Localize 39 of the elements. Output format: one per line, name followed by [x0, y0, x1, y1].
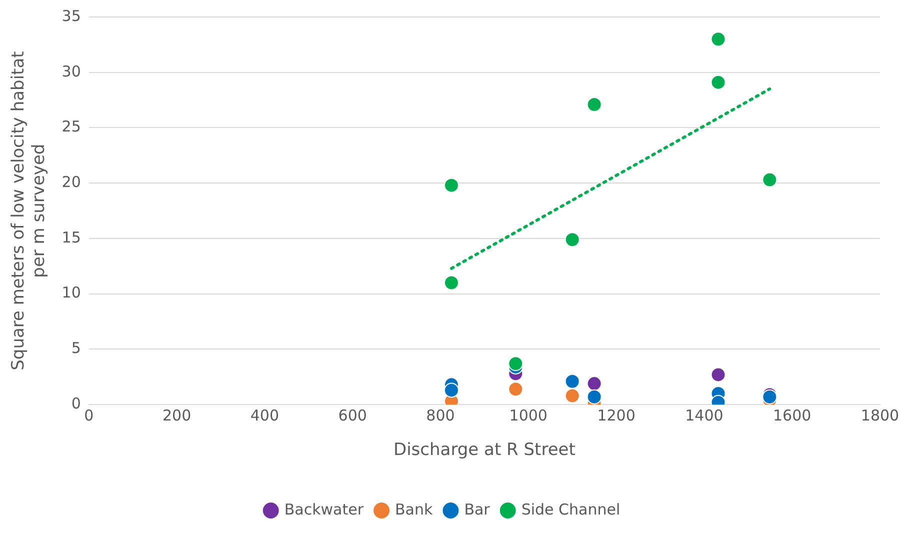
legend-label: Bank	[395, 500, 434, 518]
x-tick-label: 800	[426, 406, 455, 424]
point	[586, 96, 602, 112]
y-tick-label: 20	[62, 173, 81, 192]
point	[586, 376, 602, 392]
x-tick-label: 200	[162, 406, 192, 424]
point	[508, 356, 524, 372]
legend-label: Backwater	[284, 500, 364, 518]
point	[710, 32, 726, 47]
point	[586, 389, 602, 404]
x-tick-label: 1200	[597, 406, 636, 424]
y-tick-label: 10	[62, 284, 81, 302]
point	[564, 374, 580, 389]
point	[508, 382, 524, 397]
x-tick-label: 1000	[509, 406, 548, 424]
x-tick-label: 1600	[773, 406, 812, 424]
x-axis-title: Discharge at R Street	[393, 440, 576, 460]
y-tick-label: 0	[71, 394, 81, 412]
y-tick-label: 25	[62, 118, 81, 136]
y-tick-label: 30	[62, 62, 81, 80]
point	[564, 232, 580, 248]
y-tick-label: 15	[62, 228, 81, 246]
point	[762, 172, 778, 188]
point	[710, 367, 726, 382]
point	[444, 275, 459, 290]
point	[444, 178, 459, 193]
legend-label: Side Channel	[521, 500, 620, 518]
y-axis-title: Square meters of low velocity habitat per m surveyed	[8, 50, 50, 370]
point	[564, 388, 580, 404]
x-tick-label: 1400	[685, 406, 724, 424]
point	[710, 74, 726, 90]
x-tick-label: 400	[250, 406, 280, 424]
legend-label: Bar	[464, 500, 491, 518]
x-tick-label: 1800	[860, 406, 900, 424]
y-tick-label: 35	[62, 6, 81, 25]
point	[444, 382, 459, 398]
x-tick-label: 0	[84, 406, 94, 424]
x-tick-label: 600	[338, 406, 367, 424]
y-tick-label: 5	[71, 339, 81, 358]
